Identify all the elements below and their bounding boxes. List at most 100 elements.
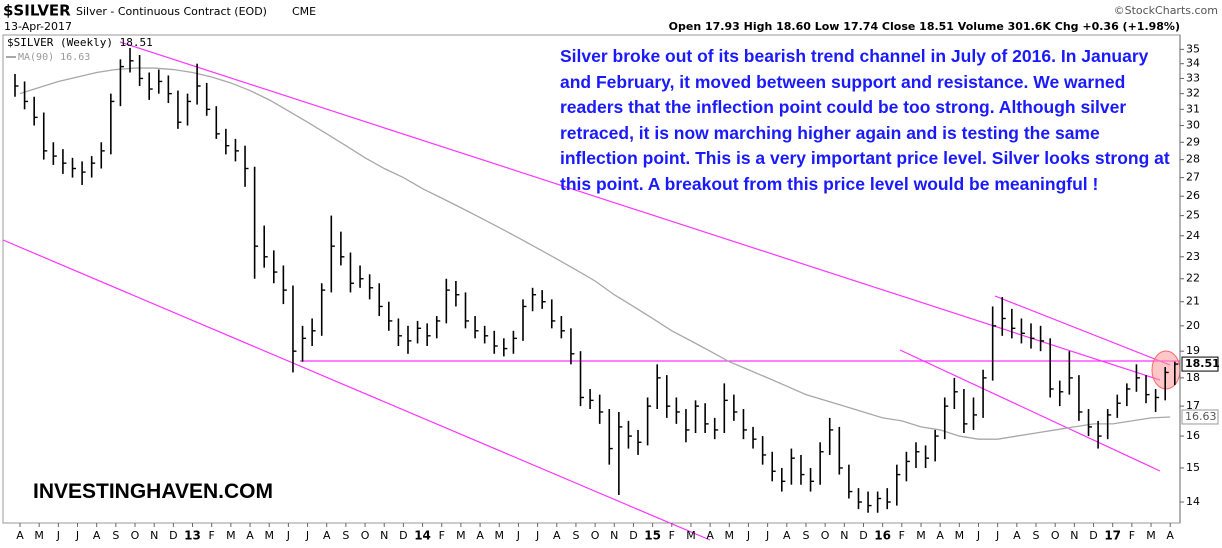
y-tick-label: 35 xyxy=(1186,42,1200,55)
x-tick-label: J xyxy=(56,529,60,542)
x-tick-label: N xyxy=(610,529,618,542)
x-tick-label: S xyxy=(112,529,119,542)
y-tick-label: 22 xyxy=(1186,272,1200,285)
x-tick-label: M xyxy=(916,529,926,542)
y-tick-label: 21 xyxy=(1186,295,1200,308)
x-tick-label: S xyxy=(1033,529,1040,542)
x-tick-label: J xyxy=(765,529,769,542)
trend-line xyxy=(119,41,1161,381)
ma-line xyxy=(19,67,1171,440)
x-tick-label: S xyxy=(802,529,809,542)
trend-line xyxy=(2,239,711,541)
y-tick-label: 29 xyxy=(1186,135,1200,148)
x-tick-label: A xyxy=(1166,529,1174,542)
trend-line xyxy=(994,295,1171,366)
x-tick-label: J xyxy=(286,529,290,542)
x-tick-label: F xyxy=(669,529,675,542)
x-tick-label: D xyxy=(169,529,177,542)
chart-title: $SILVER xyxy=(3,2,71,20)
y-tick-label: 33 xyxy=(1186,71,1200,84)
exchange: CME xyxy=(292,5,316,18)
x-tick-label: M xyxy=(34,529,44,542)
y-tick-label: 34 xyxy=(1186,57,1200,70)
x-tick-label: S xyxy=(572,529,579,542)
x-tick-label: J xyxy=(516,529,520,542)
y-tick-label: 30 xyxy=(1186,119,1200,132)
x-tick-label: O xyxy=(1051,529,1060,542)
x-tick-label: A xyxy=(323,529,331,542)
x-tick-label: O xyxy=(821,529,830,542)
quote: Open 17.93 High 18.60 Low 17.74 Close 18… xyxy=(669,20,1180,33)
x-tick-label: F xyxy=(899,529,905,542)
y-tick-label: 23 xyxy=(1186,250,1200,263)
x-tick-label: A xyxy=(553,529,561,542)
highlight xyxy=(1151,350,1181,390)
y-tick-label: 20 xyxy=(1186,319,1200,332)
x-tick-label: 15 xyxy=(644,529,661,543)
trend-line xyxy=(899,349,1161,472)
watermark: INVESTINGHAVEN.COM xyxy=(33,480,273,503)
x-tick-label: A xyxy=(936,529,944,542)
x-tick-label: N xyxy=(150,529,158,542)
x-tick-label: O xyxy=(591,529,600,542)
y-tick-label: 27 xyxy=(1186,171,1200,184)
x-tick-label: J xyxy=(746,529,750,542)
x-tick-label: A xyxy=(93,529,101,542)
y-tick-label: 16 xyxy=(1186,429,1200,442)
x-tick-label: J xyxy=(995,529,999,542)
x-tick-label: O xyxy=(131,529,140,542)
chart-subtitle: Silver - Continuous Contract (EOD) xyxy=(76,5,267,18)
legend: $SILVER (Weekly) 18.51 MA(90) 16.63 xyxy=(6,36,153,63)
ma-value-box xyxy=(1181,409,1219,425)
last-value-box xyxy=(1181,356,1219,372)
x-tick-label: J xyxy=(305,529,309,542)
x-tick-label: J xyxy=(535,529,539,542)
date: 13-Apr-2017 xyxy=(4,20,72,33)
y-tick-label: 31 xyxy=(1186,102,1200,115)
x-tick-label: J xyxy=(976,529,980,542)
x-tick-label: 16 xyxy=(874,529,891,543)
x-tick-label: 14 xyxy=(414,529,431,543)
x-tick-label: N xyxy=(1070,529,1078,542)
x-tick-label: M xyxy=(456,529,466,542)
y-tick-label: 24 xyxy=(1186,229,1200,242)
y-tick-label: 32 xyxy=(1186,87,1200,100)
x-tick-label: D xyxy=(1089,529,1097,542)
x-tick-label: F xyxy=(209,529,215,542)
x-tick-label: A xyxy=(246,529,254,542)
x-tick-label: J xyxy=(75,529,79,542)
ma-value-label: 16.63 xyxy=(1185,410,1217,423)
x-tick-label: M xyxy=(495,529,505,542)
x-tick-label: N xyxy=(840,529,848,542)
x-tick-label: M xyxy=(226,529,236,542)
x-tick-label: M xyxy=(725,529,735,542)
x-tick-label: D xyxy=(629,529,637,542)
x-tick-label: D xyxy=(859,529,867,542)
y-tick-label: 17 xyxy=(1186,399,1200,412)
x-tick-label: A xyxy=(783,529,791,542)
y-tick-label: 26 xyxy=(1186,189,1200,202)
x-tick-label: F xyxy=(1129,529,1135,542)
y-tick-label: 15 xyxy=(1186,461,1200,474)
annotation: Silver broke out of its bearish trend ch… xyxy=(560,46,1170,194)
y-tick-label: 28 xyxy=(1186,153,1200,166)
x-tick-label: 13 xyxy=(184,529,201,543)
x-tick-label: A xyxy=(1013,529,1021,542)
x-tick-label: A xyxy=(476,529,484,542)
legend-label: $SILVER (Weekly) 18.51 xyxy=(7,36,153,49)
y-tick-label: 18 xyxy=(1186,371,1200,384)
y-tick-label: 19 xyxy=(1186,344,1200,357)
x-tick-label: D xyxy=(399,529,407,542)
x-tick-label: M xyxy=(686,529,696,542)
x-tick-label: M xyxy=(955,529,965,542)
x-tick-label: F xyxy=(439,529,445,542)
x-tick-label: N xyxy=(380,529,388,542)
y-tick-label: 14 xyxy=(1186,495,1200,508)
x-tick-label: A xyxy=(16,529,24,542)
y-tick-label: 25 xyxy=(1186,209,1200,222)
x-tick-label: M xyxy=(264,529,274,542)
x-tick-label: S xyxy=(342,529,349,542)
